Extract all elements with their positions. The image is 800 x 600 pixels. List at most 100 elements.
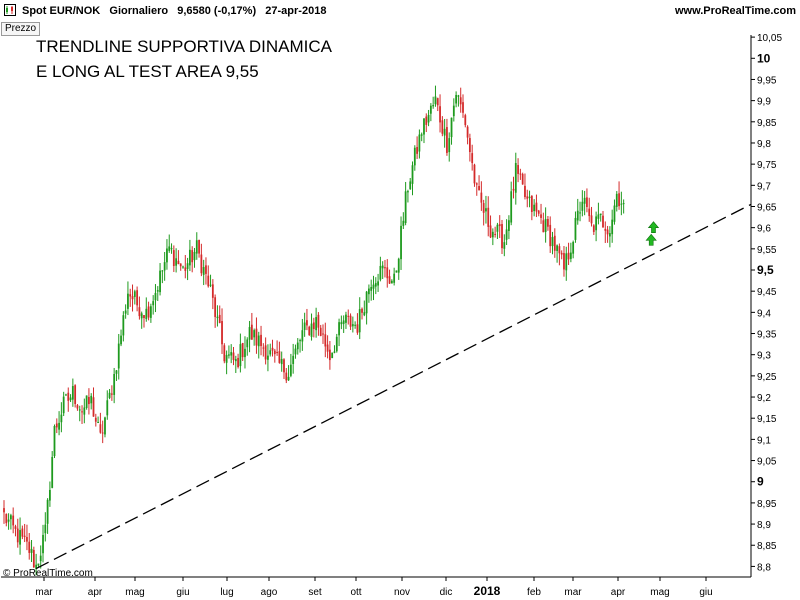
candle xyxy=(535,194,538,218)
candle xyxy=(94,413,97,427)
candle xyxy=(145,297,148,322)
candle xyxy=(69,394,72,403)
candle xyxy=(335,333,338,353)
candle xyxy=(317,312,320,336)
candle xyxy=(565,246,568,281)
candle xyxy=(439,94,441,133)
candle xyxy=(416,136,418,159)
x-tick-label: feb xyxy=(527,587,541,598)
candle xyxy=(586,188,588,213)
candle xyxy=(209,274,212,288)
candle xyxy=(547,215,549,231)
price-panel-label[interactable]: Prezzo xyxy=(1,22,41,36)
candle xyxy=(379,256,382,282)
candle xyxy=(354,321,357,329)
candle xyxy=(147,301,150,321)
candle xyxy=(450,117,453,145)
candle xyxy=(113,367,116,404)
candle xyxy=(133,289,136,305)
candle xyxy=(53,424,56,459)
candle xyxy=(51,451,54,489)
candle xyxy=(42,524,44,563)
candle xyxy=(156,286,159,301)
candle xyxy=(216,305,219,327)
candle xyxy=(101,420,104,444)
candle xyxy=(528,190,531,208)
y-tick-label: 9,2 xyxy=(757,393,771,404)
x-tick-label: mar xyxy=(35,587,53,598)
candle xyxy=(301,318,304,351)
x-tick-label: set xyxy=(308,587,322,598)
candle xyxy=(264,337,267,365)
candle xyxy=(230,344,233,364)
y-tick-label: 10,05 xyxy=(757,33,782,44)
candle xyxy=(597,202,600,225)
candle xyxy=(14,524,17,537)
candle xyxy=(397,257,400,280)
candle xyxy=(127,281,129,316)
candle xyxy=(324,322,327,358)
candle xyxy=(342,315,345,333)
candle xyxy=(193,247,196,268)
candle xyxy=(521,172,524,185)
candle xyxy=(618,181,620,210)
x-tick-label: giu xyxy=(699,587,712,598)
candle xyxy=(487,196,490,237)
site-url[interactable]: www.ProRealTime.com xyxy=(674,5,796,17)
candle xyxy=(459,87,462,113)
candle xyxy=(21,525,24,540)
candle xyxy=(310,313,313,341)
y-tick-label: 9,8 xyxy=(757,139,771,150)
buy-signal-arrow xyxy=(647,221,660,233)
candle xyxy=(583,190,586,216)
candle xyxy=(292,343,295,374)
candle xyxy=(517,158,519,183)
candle xyxy=(384,259,386,278)
candle xyxy=(49,481,51,507)
candle xyxy=(55,418,58,434)
candle xyxy=(202,259,205,286)
candle xyxy=(338,318,340,347)
candle xyxy=(253,328,256,346)
candle xyxy=(46,498,49,534)
candle xyxy=(280,351,283,372)
candle xyxy=(436,97,439,112)
candle xyxy=(611,209,614,243)
candle xyxy=(512,176,515,199)
y-tick-label: 9,25 xyxy=(757,372,777,383)
candle xyxy=(234,355,237,373)
candle xyxy=(232,346,235,366)
candle xyxy=(106,390,109,420)
candle xyxy=(524,173,526,200)
candle xyxy=(514,152,517,205)
candle xyxy=(161,270,164,284)
candle xyxy=(294,344,297,359)
candle xyxy=(9,513,12,530)
candle xyxy=(590,206,593,227)
candle xyxy=(104,416,106,438)
y-tick-label: 9,6 xyxy=(757,224,771,235)
candle xyxy=(172,245,175,272)
candle xyxy=(319,324,322,337)
chart-app-icon[interactable] xyxy=(4,4,16,16)
candle xyxy=(615,191,618,212)
candle xyxy=(420,132,423,142)
candle xyxy=(35,553,38,576)
candle xyxy=(283,358,285,379)
candle xyxy=(12,507,15,534)
y-tick-label: 9,45 xyxy=(757,287,777,298)
candle xyxy=(58,411,60,436)
candle xyxy=(131,284,134,312)
y-tick-label: 9,55 xyxy=(757,245,777,256)
candle xyxy=(418,129,421,159)
candle xyxy=(315,307,318,338)
candle xyxy=(480,181,483,211)
candle xyxy=(175,248,178,273)
candle xyxy=(83,398,86,424)
candle xyxy=(400,216,402,270)
candle xyxy=(257,331,260,359)
candle xyxy=(278,341,281,364)
y-tick-label: 9,85 xyxy=(757,118,777,129)
candle xyxy=(473,163,476,187)
